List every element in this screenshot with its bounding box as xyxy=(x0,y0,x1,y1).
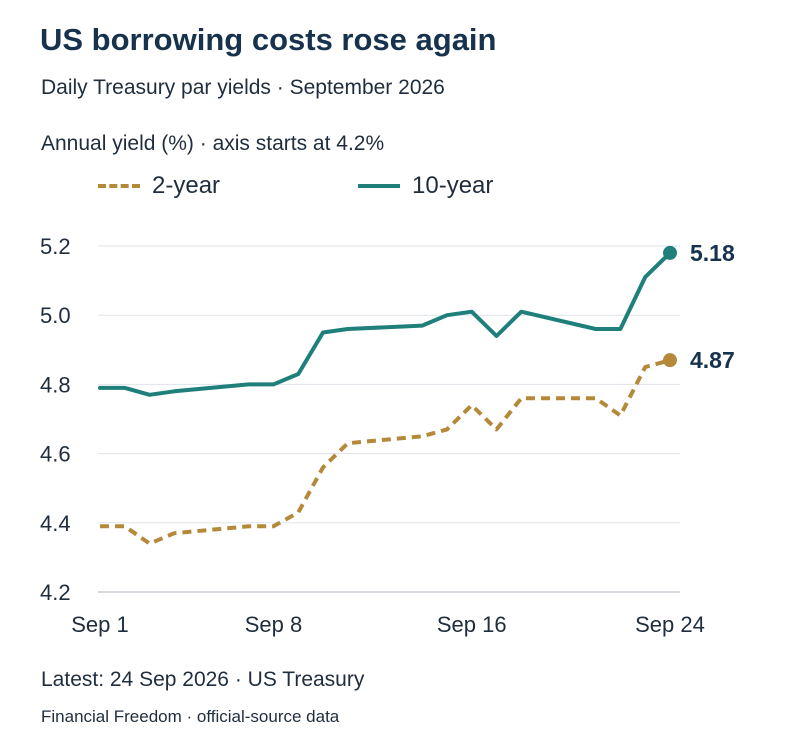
end-value-label-2-year: 4.87 xyxy=(690,347,735,373)
legend: 2-year 10-year xyxy=(0,172,800,202)
credit-note: Financial Freedom · official-source data xyxy=(41,707,340,726)
x-tick-label: Sep 16 xyxy=(437,612,507,637)
legend-swatch-10-year xyxy=(358,184,400,188)
end-point-2-year xyxy=(663,353,677,368)
line-chart: 4.2 4.4 4.6 4.8 5.0 5.2 Sep 1 Sep 8 Sep 16 Sep 24… xyxy=(40,234,735,637)
y-tick-label: 4.4 xyxy=(40,511,71,536)
end-point-10-year xyxy=(663,245,677,260)
legend-label-10-year: 10-year xyxy=(412,172,494,199)
series-line-2-year xyxy=(100,358,671,546)
legend-item-10-year: 10-year xyxy=(358,172,493,200)
x-tick-label: Sep 8 xyxy=(245,612,303,637)
source-note: Latest: 24 Sep 2026 · US Treasury xyxy=(41,668,365,691)
y-tick-label: 4.6 xyxy=(40,442,71,467)
y-tick-label: 4.2 xyxy=(40,580,71,605)
x-tick-label: Sep 1 xyxy=(71,612,129,637)
legend-item-2-year: 2-year xyxy=(98,172,220,200)
chart-title: US borrowing costs rose again xyxy=(40,22,497,57)
legend-swatch-2-year xyxy=(98,184,140,188)
y-axis-label: Annual yield (%) · axis starts at 4.2% xyxy=(41,132,385,155)
y-tick-label: 4.8 xyxy=(40,372,71,397)
legend-label-2-year: 2-year xyxy=(152,172,221,199)
y-tick-label: 5.0 xyxy=(40,303,71,328)
x-tick-label: Sep 24 xyxy=(635,612,705,637)
y-tick-label: 5.2 xyxy=(40,234,71,259)
end-value-label-10-year: 5.18 xyxy=(690,240,735,266)
chart-subtitle: Daily Treasury par yields · September 20… xyxy=(41,76,445,99)
series-line-10-year xyxy=(98,250,672,397)
